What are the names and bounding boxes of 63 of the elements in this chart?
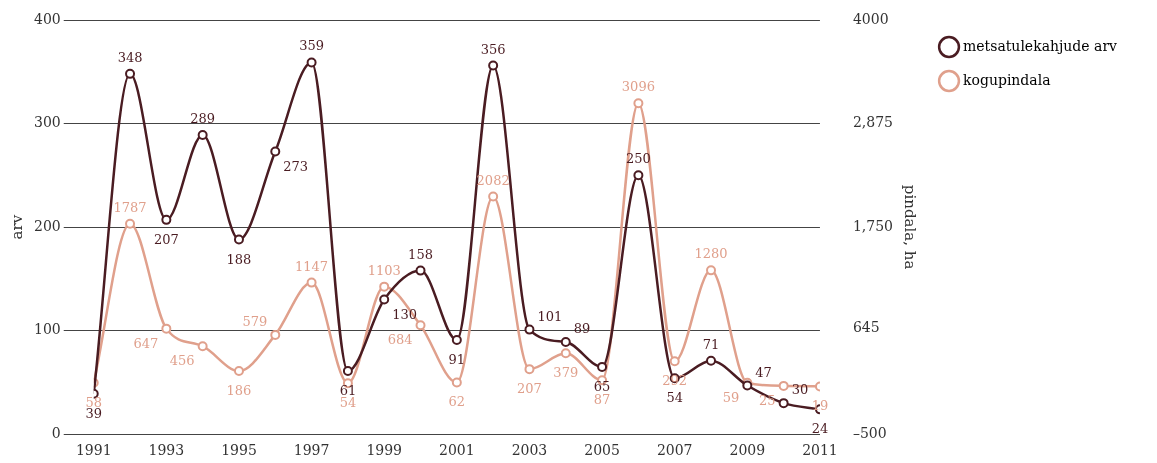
x-tick-label: 1993 xyxy=(148,442,185,459)
data-label: 59 xyxy=(722,389,740,405)
data-label: 3096 xyxy=(621,79,655,95)
data-label: 71 xyxy=(702,336,720,352)
x-tick-label: 2005 xyxy=(584,442,620,459)
x-tick-label: 1999 xyxy=(366,442,403,459)
y-tick-label: 400 xyxy=(33,10,61,27)
y-axis-title: arv xyxy=(7,214,26,240)
data-label: 25 xyxy=(759,392,776,408)
data-label: 130 xyxy=(392,306,418,322)
data-label: 30 xyxy=(791,382,809,398)
data-label: 647 xyxy=(133,335,159,351)
data-label: 1103 xyxy=(367,262,401,278)
x-tick-label: 1997 xyxy=(293,442,330,459)
x-tick-label: 2011 xyxy=(802,442,838,459)
data-label: 684 xyxy=(387,332,413,348)
data-label: 65 xyxy=(593,378,611,394)
x-tick-label: 2003 xyxy=(511,442,548,459)
data-label: 1280 xyxy=(694,246,728,262)
data-label: 1147 xyxy=(295,258,329,274)
y2-tick-label: 2,875 xyxy=(852,114,894,131)
data-label: 379 xyxy=(553,365,579,381)
data-label: 348 xyxy=(117,49,143,65)
legend-label: metsatulekahjude arv xyxy=(963,37,1118,54)
data-label: 101 xyxy=(537,308,563,324)
data-label: 91 xyxy=(448,351,466,367)
x-tick-label: 2001 xyxy=(439,442,475,459)
data-label: 359 xyxy=(299,38,324,54)
data-label: 292 xyxy=(662,373,688,389)
data-label: 19 xyxy=(811,398,829,414)
data-label: 207 xyxy=(153,231,179,247)
data-label: 188 xyxy=(226,251,252,267)
data-label: 250 xyxy=(625,151,651,167)
y-tick-label: 100 xyxy=(33,321,61,338)
y2-tick-label: –500 xyxy=(852,424,887,441)
data-label: 39 xyxy=(85,405,102,421)
x-tick-label: 2007 xyxy=(656,442,693,459)
y2-tick-label: 645 xyxy=(852,319,880,336)
y2-axis-title: pindala, ha xyxy=(901,184,920,270)
y2-tick-label: 1,750 xyxy=(852,217,894,234)
data-label: 456 xyxy=(169,353,195,369)
data-label: 47 xyxy=(755,364,772,380)
y-tick-label: 200 xyxy=(33,217,61,234)
data-label: 356 xyxy=(480,41,506,57)
data-label: 54 xyxy=(339,395,357,411)
data-label: 186 xyxy=(226,383,252,399)
data-label: 207 xyxy=(517,381,542,397)
data-label: 87 xyxy=(593,392,611,408)
y-tick-label: 0 xyxy=(51,424,61,441)
data-label: 54 xyxy=(666,390,683,406)
x-tick-label: 1991 xyxy=(75,442,112,459)
y2-tick-label: 4000 xyxy=(852,10,889,27)
legend-label: kogupindala xyxy=(963,71,1051,88)
data-label: 289 xyxy=(190,110,216,126)
data-label: 1787 xyxy=(113,199,147,215)
y-tick-label: 300 xyxy=(33,114,61,131)
x-tick-label: 2009 xyxy=(729,442,766,459)
data-label: 24 xyxy=(811,421,829,437)
data-label: 158 xyxy=(408,246,433,262)
data-label: 62 xyxy=(448,394,466,410)
x-tick-label: 1995 xyxy=(221,442,257,459)
data-label: 579 xyxy=(242,313,268,329)
data-label: 273 xyxy=(283,158,309,174)
